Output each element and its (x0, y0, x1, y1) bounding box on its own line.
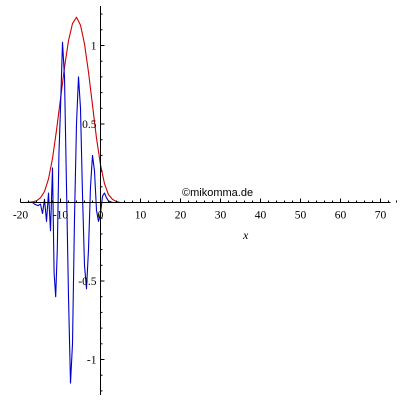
y-tick-label: -0.5 (78, 276, 96, 288)
y-tick-label: 0.5 (82, 119, 97, 131)
x-tick-label: 30 (215, 210, 227, 222)
x-tick-label: -20 (13, 210, 29, 222)
y-tick-label: 1 (91, 41, 97, 53)
y-tick-label: -1 (87, 355, 97, 367)
x-axis-label: x (242, 228, 249, 242)
series-line-2 (20, 41, 381, 384)
x-tick-label: -10 (53, 210, 69, 222)
curves-layer (20, 16, 381, 384)
x-tick-label: 20 (175, 210, 187, 222)
x-tick-label: 40 (255, 210, 267, 222)
axes-layer: -20 -10 0 10 20 30 40 50 60 70 -1 -0.5 0.5 1 (13, 6, 397, 395)
x-tick-label: 10 (135, 210, 147, 222)
x-tick-label: 60 (335, 210, 347, 222)
x-tick-label: 70 (375, 210, 387, 222)
x-tick-label: 50 (295, 210, 307, 222)
watermark-text: ©mikomma.de (182, 187, 253, 199)
x-tick-label: 0 (98, 210, 104, 222)
series-line-1 (20, 16, 381, 204)
